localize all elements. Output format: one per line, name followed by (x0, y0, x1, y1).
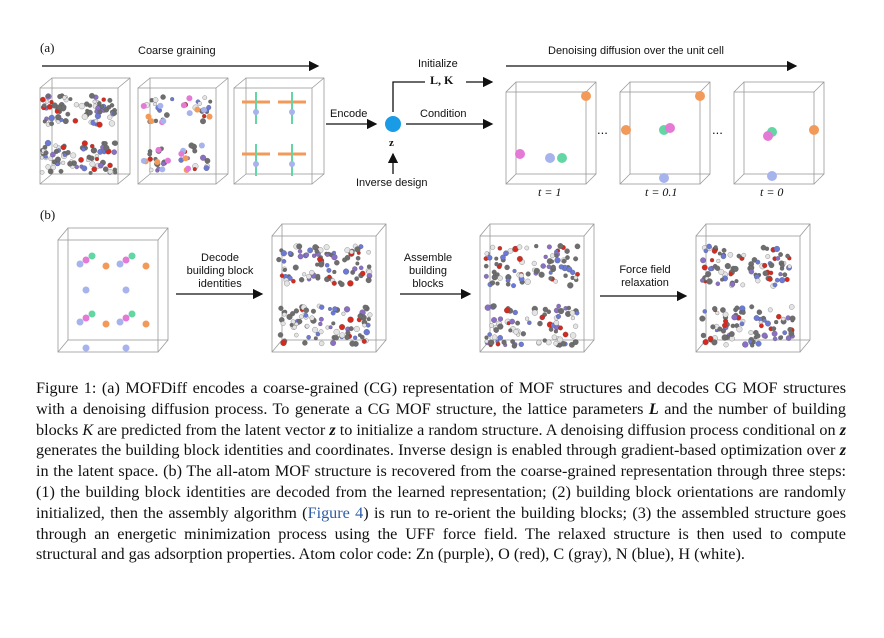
coarse-grained-structure (233, 77, 325, 185)
assemble-label: Assemble building blocks (403, 252, 453, 290)
figure-4-link[interactable]: Figure 4 (307, 503, 364, 522)
decode-label: Decode building block identities (186, 252, 254, 290)
diffusion-cell-t0 (733, 81, 825, 185)
ellipsis-2: ... (712, 122, 723, 137)
panel-b-label: (b) (40, 207, 56, 222)
coarse-grained-overlay-structure (137, 77, 229, 185)
decoded-structure (271, 223, 387, 353)
all-atom-structure-a (39, 77, 131, 185)
denoising-label: Denoising diffusion over the unit cell (548, 45, 724, 57)
panel-a-label: (a) (40, 40, 55, 55)
force-field-label: Force field relaxation (619, 264, 671, 289)
t2-label: t = 0.1 (645, 185, 678, 199)
t3-label: t = 0 (760, 185, 784, 199)
initialize-arrow (392, 81, 425, 112)
figure-graphic (39, 60, 825, 353)
cg-input-structure (57, 227, 169, 353)
figure-caption: Figure 1: (a) MOFDiff encodes a coarse-g… (36, 379, 846, 564)
relaxed-structure (695, 223, 811, 353)
initialize-label: Initialize (418, 58, 458, 70)
inverse-design-label: Inverse design (356, 177, 428, 189)
encode-label: Encode (330, 108, 368, 120)
latent-vector-node (385, 116, 401, 132)
ellipsis-1: ... (597, 122, 608, 137)
diffusion-cell-t01 (619, 81, 711, 185)
init-vars-label: L, K (430, 73, 454, 87)
coarse-graining-label: Coarse graining (138, 45, 216, 57)
assembled-structure (479, 223, 595, 353)
z-label: z (389, 137, 394, 149)
diffusion-cell-t1 (505, 81, 597, 185)
condition-label: Condition (420, 108, 467, 120)
t1-label: t = 1 (538, 185, 562, 199)
